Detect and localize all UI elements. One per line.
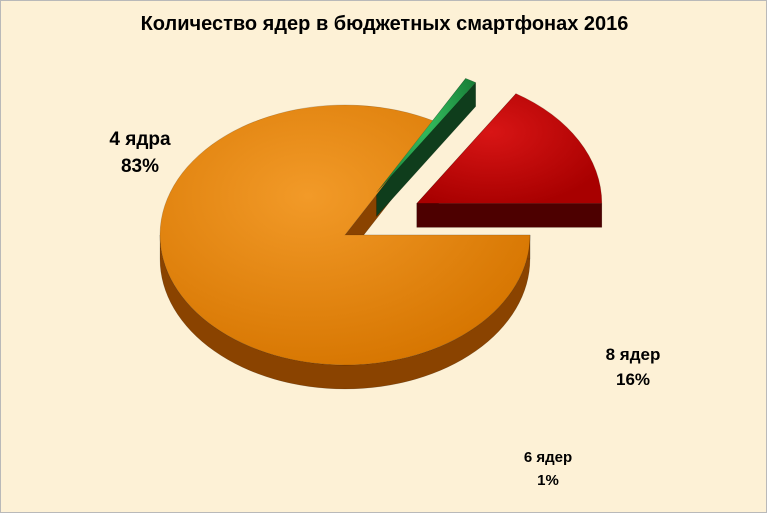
slice-value-2: 16% (616, 370, 650, 389)
pie-slice-0 (159, 104, 531, 366)
slice-label-2: 8 ядер (606, 345, 661, 364)
slice-label-0: 4 ядра (109, 129, 171, 150)
slice-value-1: 1% (537, 472, 559, 489)
slice-label-1: 6 ядер (524, 449, 572, 466)
slice-value-0: 83% (121, 156, 159, 177)
pie-slice-2 (416, 93, 603, 204)
pie-slice-1 (376, 78, 477, 193)
chart-title: Количество ядер в бюджетных смартфонах 2… (140, 13, 629, 35)
